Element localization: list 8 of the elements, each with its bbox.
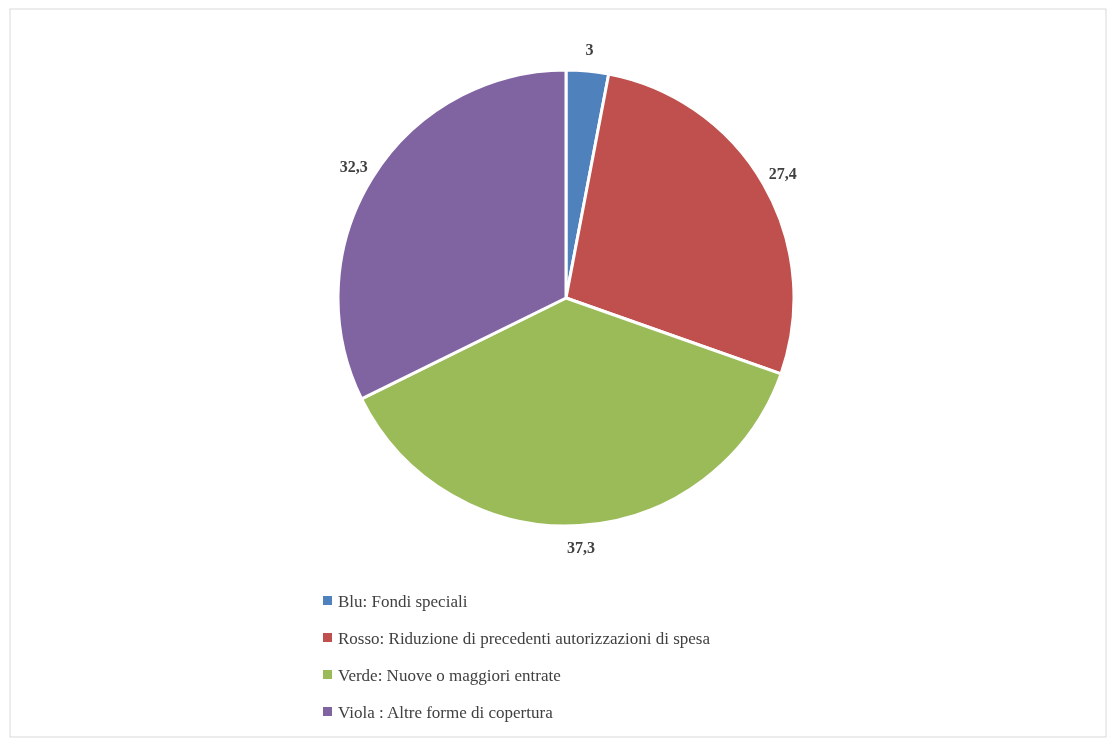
data-label: 32,3	[339, 157, 368, 175]
legend-label: Rosso: Riduzione di precedenti autorizzazioni di spesa	[338, 628, 711, 648]
data-label: 27,4	[768, 164, 797, 182]
data-label: 37,3	[566, 539, 595, 557]
legend-label: Viola : Altre forme di copertura	[338, 702, 554, 722]
data-label: 3	[585, 40, 594, 58]
legend-label: Verde: Nuove o maggiori entrate	[338, 665, 561, 685]
legend-label: Blu: Fondi speciali	[338, 591, 468, 611]
